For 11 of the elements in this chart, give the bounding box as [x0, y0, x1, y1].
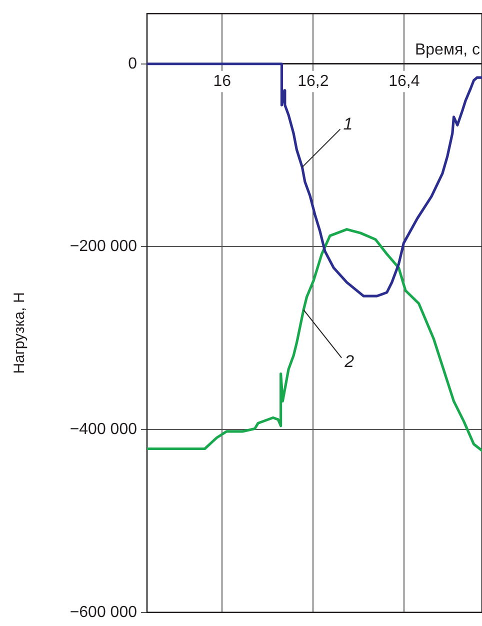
x-tick-label: 16	[213, 72, 232, 90]
x-tick-label: 16,2	[298, 72, 329, 90]
y-tick-label: −400 000	[70, 420, 138, 438]
y-tick-label: −600 000	[70, 604, 138, 621]
x-tick-label: 16,4	[388, 72, 420, 90]
x-axis-title: Время, с	[414, 41, 480, 58]
annotation: 1	[343, 114, 353, 134]
annotation: 2	[344, 352, 355, 372]
y-axis-title: Нагрузка, Н	[11, 292, 28, 374]
y-tick-label: 0	[128, 55, 138, 72]
y-tick-label: −200 000	[70, 238, 138, 256]
